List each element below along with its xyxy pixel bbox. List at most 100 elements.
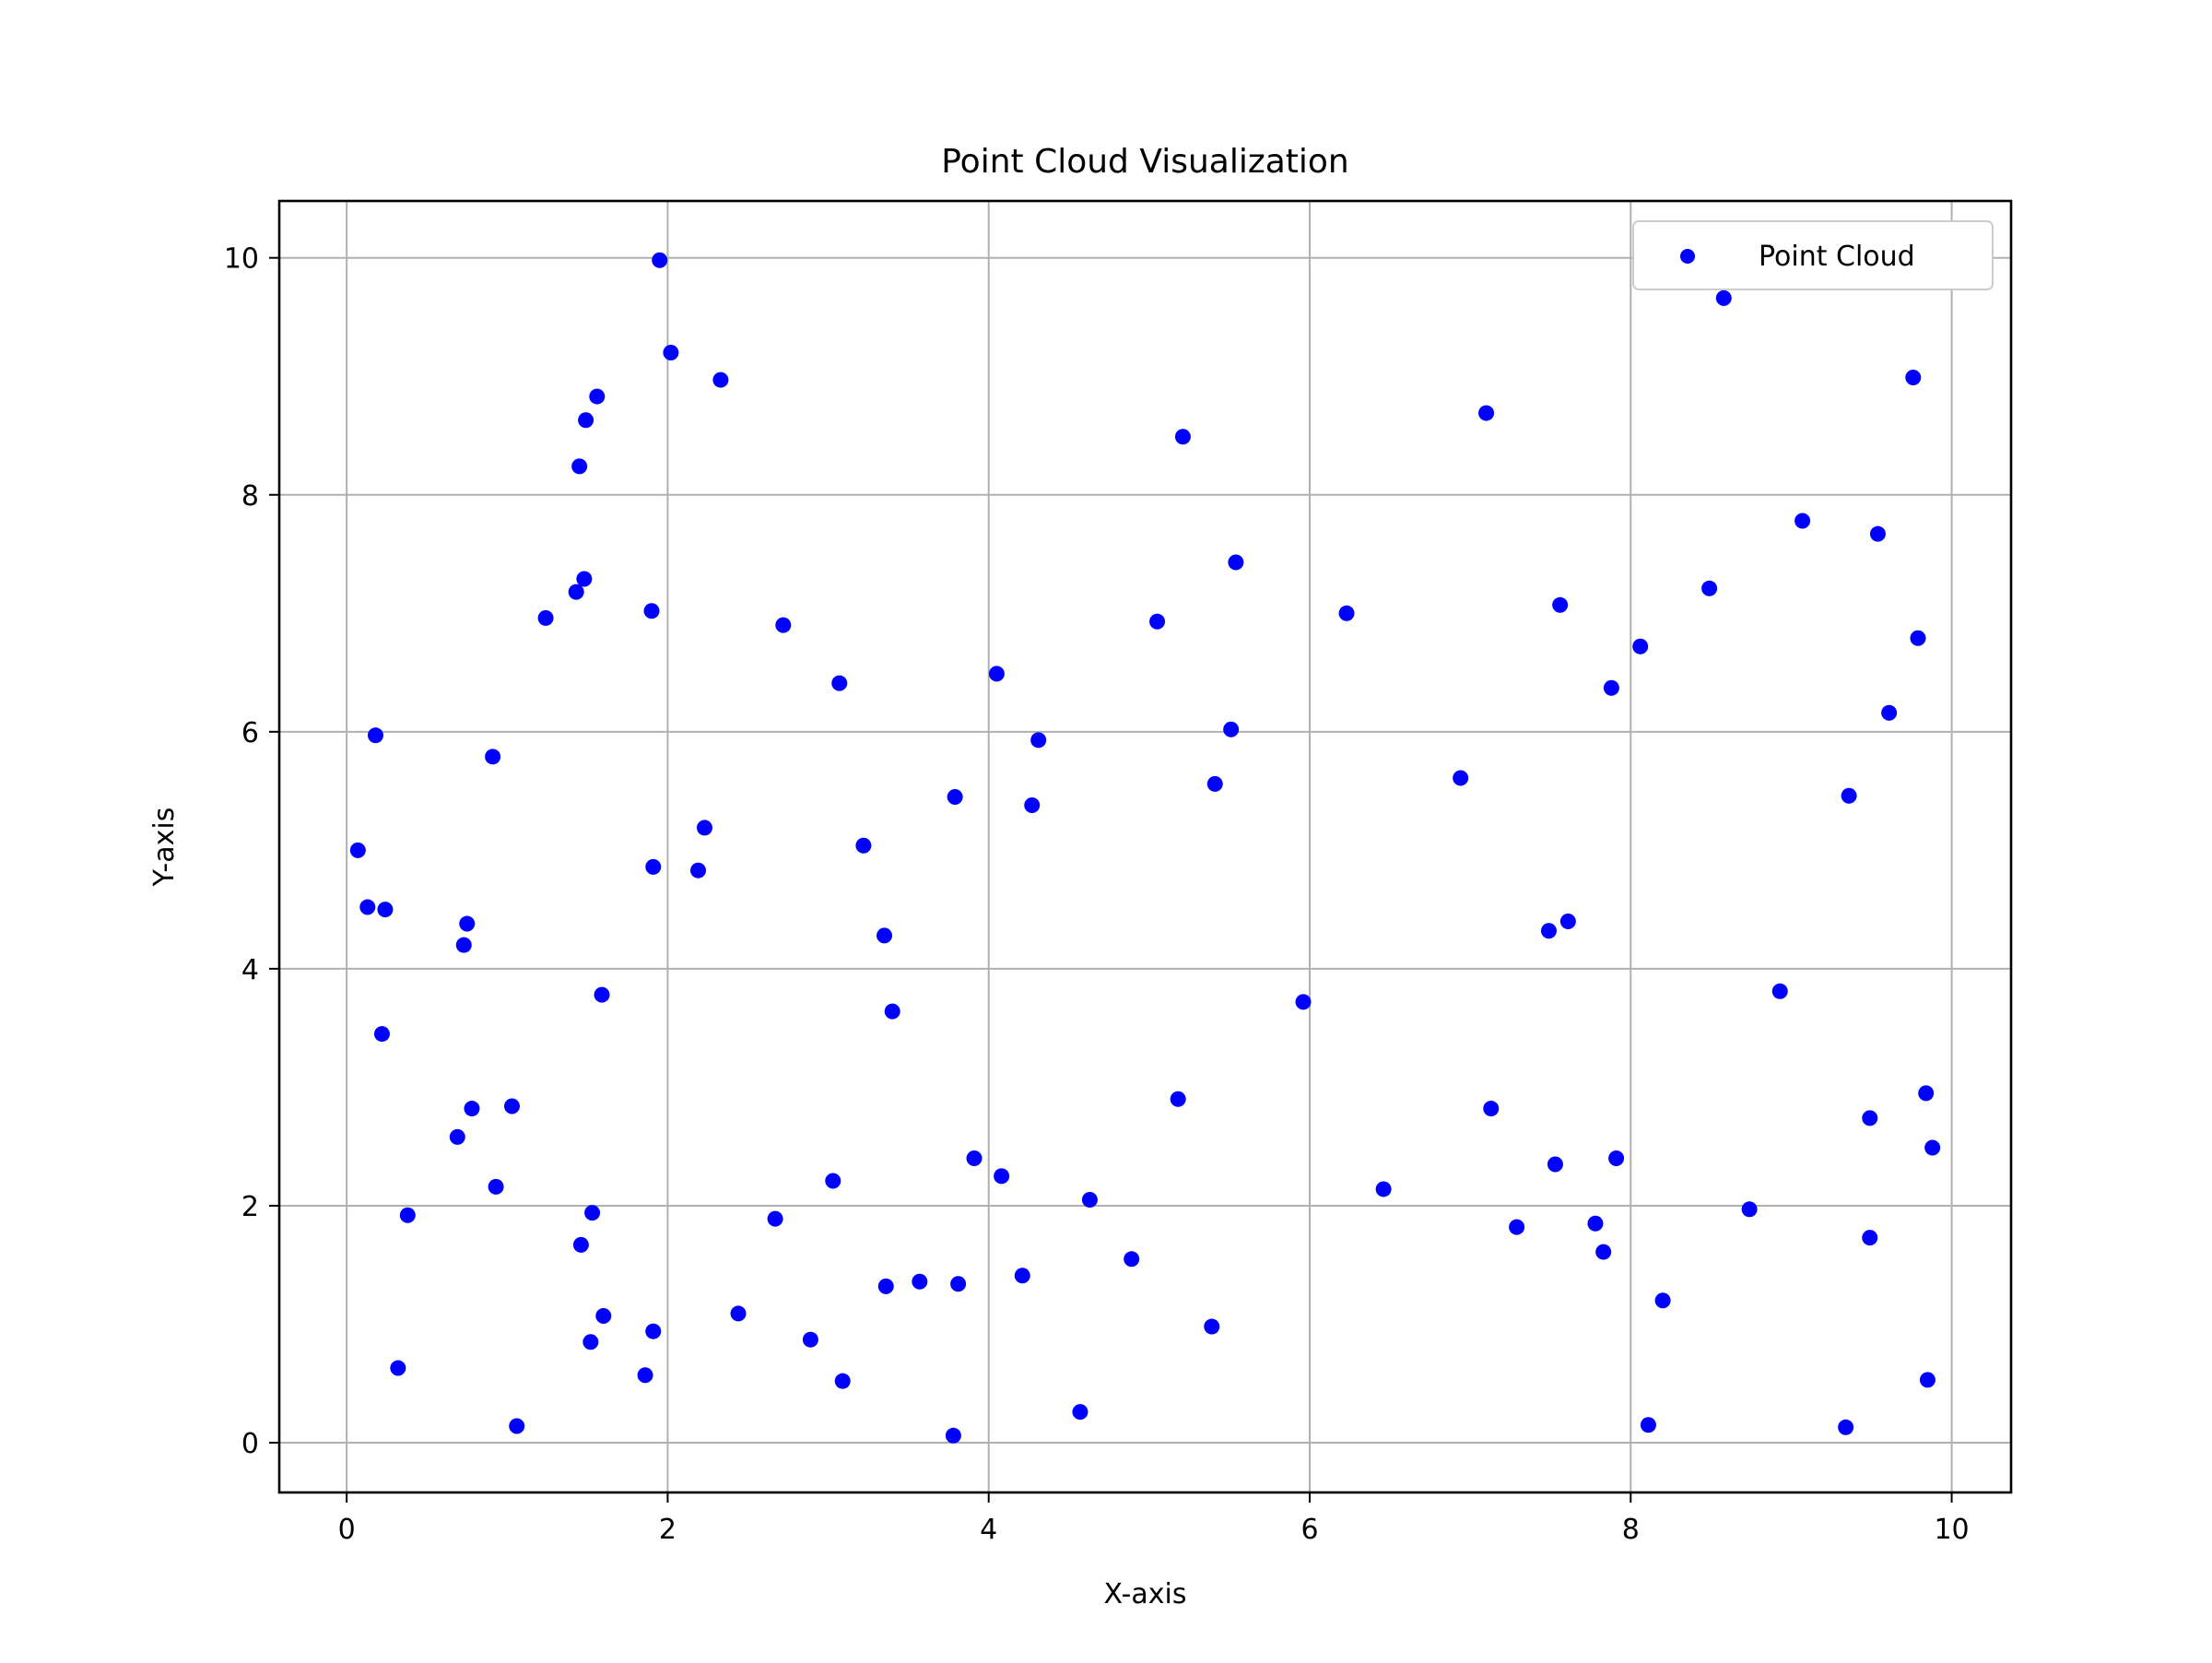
data-point bbox=[1509, 1219, 1525, 1235]
data-point bbox=[637, 1367, 653, 1384]
data-point bbox=[399, 1207, 416, 1223]
data-point bbox=[571, 458, 588, 475]
data-point bbox=[1014, 1268, 1030, 1284]
data-point bbox=[349, 842, 366, 858]
data-point bbox=[831, 675, 848, 691]
y-tick-label: 2 bbox=[241, 1191, 259, 1223]
data-point bbox=[504, 1098, 521, 1115]
data-point bbox=[1338, 605, 1355, 621]
data-point bbox=[950, 1276, 967, 1292]
data-point bbox=[1228, 554, 1244, 571]
data-point bbox=[1741, 1201, 1758, 1218]
data-point bbox=[1918, 1085, 1935, 1102]
data-point bbox=[1715, 289, 1732, 306]
data-point bbox=[1223, 721, 1240, 737]
data-point bbox=[449, 1128, 465, 1145]
data-point bbox=[1453, 770, 1469, 786]
data-point bbox=[855, 837, 872, 854]
x-tick-label: 10 bbox=[1934, 1514, 1969, 1546]
legend-label: Point Cloud bbox=[1759, 241, 1915, 273]
data-point bbox=[696, 820, 712, 836]
x-tick-label: 6 bbox=[1300, 1514, 1318, 1546]
data-point bbox=[1547, 1156, 1563, 1173]
data-point bbox=[488, 1178, 504, 1195]
x-tick-label: 2 bbox=[659, 1514, 677, 1546]
data-point bbox=[877, 1278, 894, 1294]
data-point bbox=[663, 345, 679, 361]
data-point bbox=[1869, 525, 1886, 542]
x-tick-label: 8 bbox=[1622, 1514, 1640, 1546]
data-point bbox=[1910, 630, 1926, 646]
data-point bbox=[877, 927, 893, 944]
y-tick-label: 10 bbox=[224, 243, 259, 276]
data-point bbox=[947, 789, 963, 806]
data-point bbox=[537, 609, 554, 626]
data-point bbox=[945, 1427, 961, 1444]
data-point bbox=[1881, 704, 1898, 721]
data-point bbox=[1595, 1244, 1612, 1260]
data-point bbox=[825, 1173, 841, 1189]
data-point bbox=[712, 372, 729, 388]
data-point bbox=[1206, 775, 1223, 792]
data-point bbox=[485, 749, 501, 765]
data-point bbox=[1701, 580, 1718, 596]
data-point bbox=[1024, 797, 1041, 814]
data-point bbox=[884, 1003, 900, 1020]
data-point bbox=[730, 1305, 747, 1322]
legend-box bbox=[1632, 220, 1994, 290]
x-tick-label: 0 bbox=[338, 1514, 356, 1546]
data-point bbox=[1841, 787, 1857, 804]
data-point bbox=[1862, 1230, 1878, 1246]
data-point bbox=[1540, 923, 1557, 939]
data-point bbox=[584, 1205, 601, 1221]
data-point bbox=[1794, 513, 1811, 529]
data-point bbox=[1640, 1417, 1656, 1433]
grid bbox=[279, 201, 2011, 1492]
data-point bbox=[994, 1168, 1010, 1185]
data-point bbox=[589, 388, 606, 405]
data-point bbox=[1295, 994, 1312, 1010]
data-point bbox=[643, 603, 660, 619]
data-point bbox=[1559, 913, 1576, 929]
data-point bbox=[1924, 1139, 1941, 1156]
data-point bbox=[1375, 1181, 1392, 1197]
data-point bbox=[834, 1373, 851, 1389]
data-point bbox=[1081, 1192, 1098, 1209]
data-point bbox=[645, 858, 662, 875]
y-axis-label: Y-axis bbox=[148, 808, 181, 888]
data-point bbox=[966, 1150, 982, 1167]
data-point bbox=[1603, 679, 1619, 696]
plot-area-frame bbox=[277, 199, 2013, 1494]
data-point bbox=[1654, 1292, 1671, 1309]
data-point bbox=[1124, 1251, 1140, 1268]
data-point bbox=[1632, 638, 1649, 655]
legend-marker bbox=[1680, 249, 1695, 264]
data-point bbox=[652, 252, 668, 268]
data-point bbox=[359, 899, 376, 915]
data-point bbox=[1838, 1419, 1854, 1435]
data-point bbox=[775, 617, 792, 633]
data-point bbox=[1552, 596, 1569, 613]
data-point bbox=[464, 1101, 480, 1117]
data-points bbox=[349, 252, 1941, 1444]
data-point bbox=[459, 915, 476, 932]
data-point bbox=[582, 1334, 599, 1350]
data-point bbox=[568, 584, 584, 600]
data-point bbox=[690, 862, 707, 879]
y-tick-label: 4 bbox=[241, 954, 259, 986]
chart-title: Point Cloud Visualization bbox=[941, 143, 1349, 181]
data-point bbox=[1905, 370, 1922, 386]
data-point bbox=[1204, 1318, 1220, 1335]
data-point bbox=[912, 1273, 928, 1290]
data-point bbox=[373, 1026, 390, 1043]
data-point bbox=[595, 1307, 612, 1324]
data-point bbox=[645, 1323, 662, 1339]
data-point bbox=[572, 1236, 589, 1253]
data-point bbox=[1862, 1110, 1878, 1126]
data-point bbox=[1478, 405, 1495, 421]
x-tick-label: 4 bbox=[980, 1514, 997, 1546]
data-point bbox=[802, 1331, 818, 1348]
y-tick-label: 8 bbox=[241, 480, 259, 513]
